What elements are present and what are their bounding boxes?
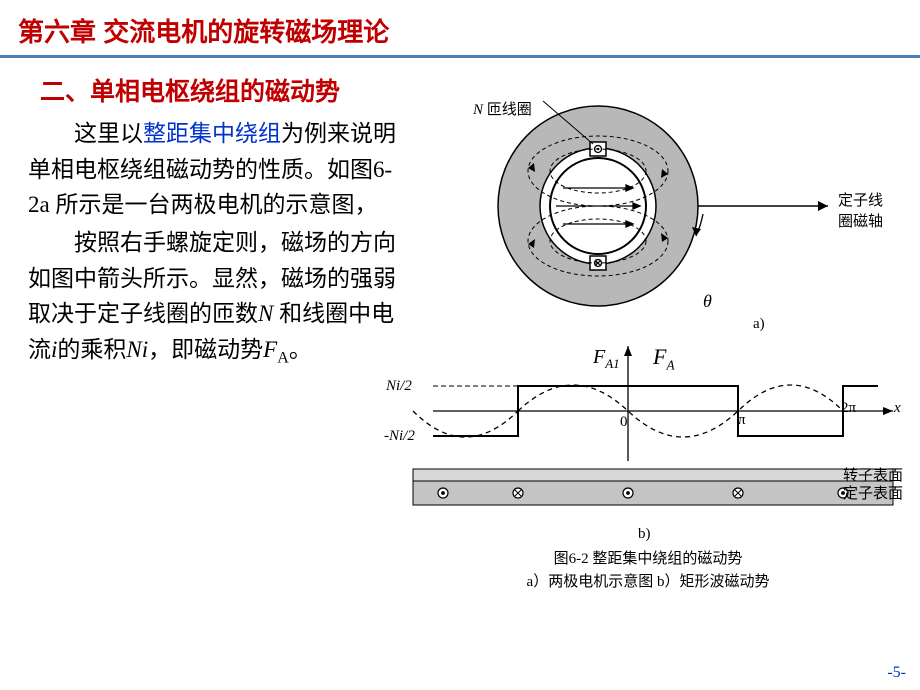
fig-b-Ni2-top: Ni/2 bbox=[386, 378, 412, 395]
caption-line2: a）两极电机示意图 b）矩形波磁动势 bbox=[398, 571, 898, 594]
fig-b-stator-label: 定子表面 bbox=[843, 482, 903, 503]
fig-b-2pi: 2π bbox=[841, 400, 856, 417]
p1-term: 整距集中绕组 bbox=[143, 121, 281, 146]
paragraph-2: 按照右手螺旋定则，磁场的方向如图中箭头所示。显然，磁场的强弱取决于定子线圈的匝数… bbox=[28, 225, 398, 371]
fig-b-FA1: FA1 bbox=[593, 346, 620, 372]
text-column: 这里以整距集中绕组为例来说明单相电枢绕组磁动势的性质。如图6-2a 所示是一台两… bbox=[28, 116, 398, 373]
figure-column: N 匝线圈 定子线 圈磁轴 θ a) bbox=[398, 116, 920, 373]
body: 这里以整距集中绕组为例来说明单相电枢绕组磁动势的性质。如图6-2a 所示是一台两… bbox=[0, 116, 920, 373]
p2-e: 。 bbox=[289, 337, 312, 362]
p2-c: 的乘积 bbox=[57, 337, 126, 362]
p2-d: ，即磁动势 bbox=[148, 337, 263, 362]
p2-N: N bbox=[258, 301, 279, 326]
p2-F: F bbox=[263, 337, 277, 362]
p2-Ni: Ni bbox=[126, 337, 148, 362]
fig-b-FA: FA bbox=[653, 344, 675, 373]
caption-line1: 图6-2 整距集中绕组的磁动势 bbox=[398, 548, 898, 571]
page-number: -5- bbox=[887, 664, 906, 682]
p2-Asub: A bbox=[277, 349, 289, 366]
fig-b-Ni2-bot: -Ni/2 bbox=[384, 428, 415, 445]
title-divider bbox=[0, 55, 920, 58]
p1-pre: 这里以 bbox=[74, 121, 143, 146]
fig-b-zero: 0 bbox=[620, 414, 628, 431]
chapter-title: 第六章 交流电机的旋转磁场理论 bbox=[0, 0, 920, 55]
figure-caption: 图6-2 整距集中绕组的磁动势 a）两极电机示意图 b）矩形波磁动势 bbox=[398, 548, 898, 593]
fig-b-tag: b) bbox=[638, 526, 651, 543]
figure-a-svg bbox=[448, 96, 848, 326]
fig-b-x: x bbox=[894, 400, 901, 417]
fig-b-pi: π bbox=[738, 412, 746, 429]
figure-b-svg bbox=[383, 341, 913, 526]
paragraph-1: 这里以整距集中绕组为例来说明单相电枢绕组磁动势的性质。如图6-2a 所示是一台两… bbox=[28, 116, 398, 223]
